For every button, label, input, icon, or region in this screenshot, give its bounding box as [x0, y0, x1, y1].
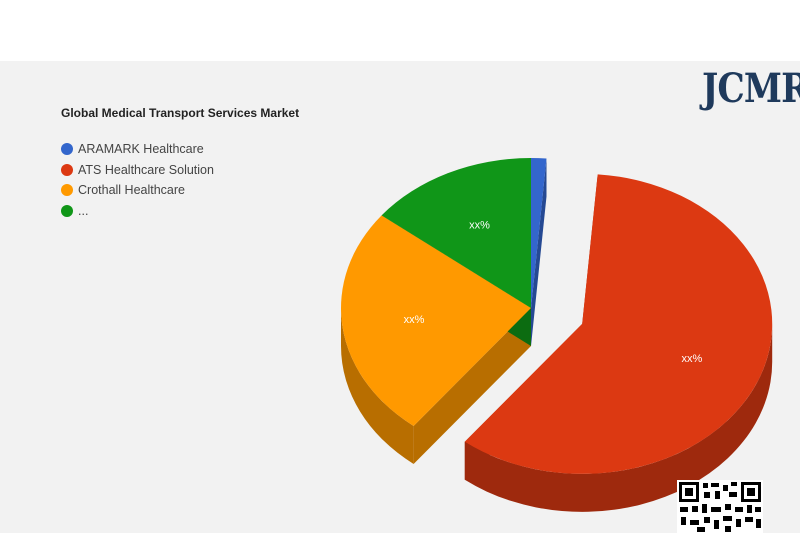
slice-label: xx% [469, 219, 490, 231]
pie-slice[interactable] [531, 158, 547, 308]
legend-label: ATS Healthcare Solution [78, 162, 214, 177]
legend-item[interactable]: ATS Healthcare Solution [61, 160, 214, 181]
slice-side [341, 308, 414, 464]
pie-slice[interactable] [381, 158, 531, 308]
legend-item[interactable]: Crothall Healthcare [61, 180, 214, 201]
legend-label: Crothall Healthcare [78, 183, 185, 198]
slice-label: xx% [404, 314, 425, 326]
legend-dot [61, 163, 73, 176]
legend-dot [61, 204, 73, 217]
chart-title: Global Medical Transport Services Market [61, 106, 300, 120]
pie-slice[interactable] [464, 174, 773, 474]
slice-wall [531, 158, 547, 346]
slice-wall [413, 308, 531, 464]
qr-code-icon [677, 480, 763, 533]
slice-side [464, 323, 773, 512]
legend-item[interactable]: ... [61, 201, 214, 222]
legend-dot [61, 143, 73, 156]
chart-legend: ARAMARK Healthcare ATS Healthcare Soluti… [61, 139, 214, 221]
pie-slice[interactable] [341, 215, 531, 426]
slice-label: xx% [682, 353, 703, 365]
legend-item[interactable]: ARAMARK Healthcare [61, 139, 214, 160]
legend-dot [61, 184, 73, 197]
legend-label: ARAMARK Healthcare [78, 142, 204, 157]
jcmr-logo: JCMR [702, 65, 800, 112]
legend-label: ... [78, 203, 89, 218]
